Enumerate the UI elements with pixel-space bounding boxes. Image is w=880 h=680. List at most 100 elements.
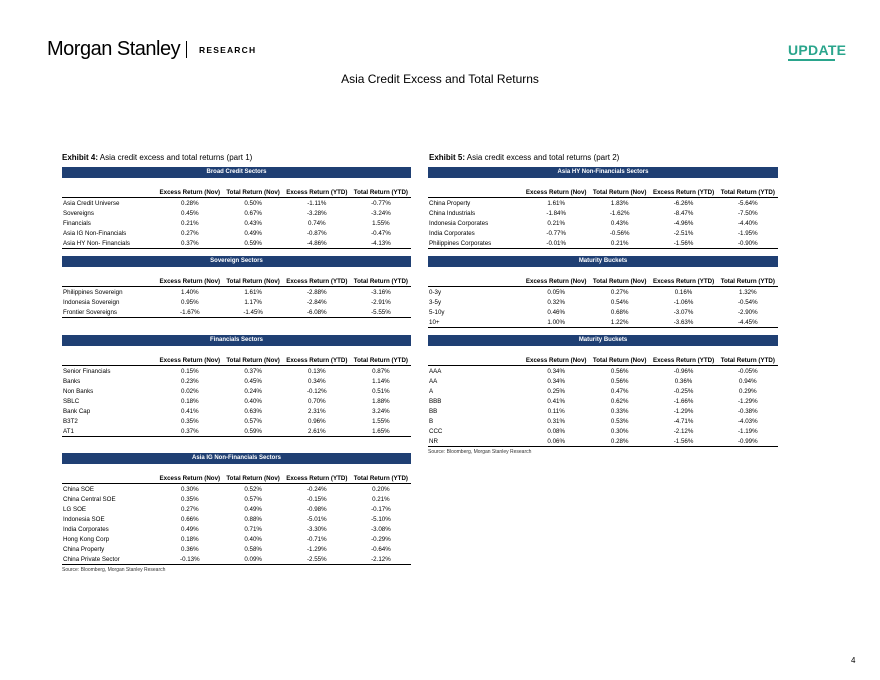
- value-cell: 0.21%: [351, 494, 411, 504]
- value-cell: 0.40%: [223, 534, 282, 544]
- row-label: BB: [428, 406, 523, 416]
- column-header: Excess Return (YTD): [283, 187, 351, 198]
- row-label: 5-10y: [428, 307, 523, 317]
- table-row: Philippines Corporates -0.01% 0.21% -1.56% -…: [428, 238, 778, 249]
- value-cell: 0.34%: [523, 376, 590, 386]
- value-cell: 0.87%: [351, 366, 411, 377]
- column-header-blank: [428, 355, 523, 366]
- table-ig-non-financials-sectors: Asia IG Non-Financials Sectors Excess Ret…: [62, 453, 411, 573]
- value-cell: 0.31%: [523, 416, 590, 426]
- column-header: Total Return (YTD): [351, 473, 411, 484]
- value-cell: -5.10%: [351, 514, 411, 524]
- exhibit-5-label: Exhibit 5:: [429, 153, 465, 162]
- table-row: China Property 1.61% 1.83% -6.26% -5.64%: [428, 198, 778, 209]
- column-header: Total Return (Nov): [590, 355, 650, 366]
- page-title: Asia Credit Excess and Total Returns: [0, 72, 880, 86]
- value-cell: -1.45%: [223, 307, 282, 318]
- value-cell: 0.57%: [223, 494, 282, 504]
- value-cell: 0.46%: [523, 307, 590, 317]
- row-label: India Corporates: [428, 228, 523, 238]
- value-cell: 0.16%: [649, 287, 717, 298]
- row-label: 0-3y: [428, 287, 523, 298]
- table-row: Asia Credit Universe 0.28% 0.50% -1.11% -0.7…: [62, 198, 411, 209]
- value-cell: 1.88%: [351, 396, 411, 406]
- value-cell: 0.43%: [223, 218, 282, 228]
- value-cell: -3.08%: [351, 524, 411, 534]
- row-label: B3T2: [62, 416, 156, 426]
- value-cell: -1.19%: [718, 426, 778, 436]
- table-row: BB 0.11% 0.33% -1.29% -0.38%: [428, 406, 778, 416]
- exhibit-5-title: Asia credit excess and total returns (pa…: [467, 153, 620, 162]
- page-number: 4: [851, 656, 855, 665]
- table-row: A 0.25% 0.47% -0.25% 0.29%: [428, 386, 778, 396]
- value-cell: 1.14%: [351, 376, 411, 386]
- value-cell: 3.24%: [351, 406, 411, 416]
- section-header: Asia HY Non-Financials Sectors: [428, 167, 778, 178]
- value-cell: 1.17%: [223, 297, 282, 307]
- value-cell: 0.09%: [223, 554, 282, 565]
- table-row: China Industrials -1.84% -1.62% -8.47% -7.50…: [428, 208, 778, 218]
- value-cell: -2.84%: [283, 297, 351, 307]
- value-cell: 0.53%: [590, 416, 650, 426]
- value-cell: -0.77%: [523, 228, 590, 238]
- value-cell: 0.35%: [156, 416, 223, 426]
- value-cell: -0.71%: [283, 534, 351, 544]
- value-cell: -3.16%: [351, 287, 411, 298]
- value-cell: 0.29%: [718, 386, 778, 396]
- table-row: NR 0.06% 0.28% -1.56% -0.99%: [428, 436, 778, 447]
- table-row: SBLC 0.18% 0.40% 0.70% 1.88%: [62, 396, 411, 406]
- column-header: Excess Return (Nov): [523, 187, 590, 198]
- table-row: AT1 0.37% 0.59% 2.61% 1.65%: [62, 426, 411, 437]
- value-cell: 0.40%: [223, 396, 282, 406]
- value-cell: 1.61%: [523, 198, 590, 209]
- value-cell: 0.37%: [156, 238, 223, 249]
- value-cell: 0.37%: [156, 426, 223, 437]
- value-cell: 1.61%: [223, 287, 282, 298]
- table-row: Financials 0.21% 0.43% 0.74% 1.55%: [62, 218, 411, 228]
- value-cell: 0.43%: [590, 218, 650, 228]
- value-cell: 1.32%: [718, 287, 778, 298]
- section-header: Maturity Buckets: [428, 335, 778, 346]
- column-header: Excess Return (YTD): [283, 276, 351, 287]
- value-cell: -0.24%: [283, 484, 351, 495]
- table-row: AA 0.34% 0.56% 0.36% 0.94%: [428, 376, 778, 386]
- column-header: Excess Return (Nov): [156, 355, 223, 366]
- value-cell: 0.49%: [156, 524, 223, 534]
- table-row: Frontier Sovereigns -1.67% -1.45% -6.08% -5.…: [62, 307, 411, 318]
- value-cell: -0.77%: [351, 198, 411, 209]
- value-cell: 1.83%: [590, 198, 650, 209]
- value-cell: 0.58%: [223, 544, 282, 554]
- value-cell: 0.54%: [590, 297, 650, 307]
- value-cell: -6.26%: [649, 198, 717, 209]
- value-cell: -0.47%: [351, 228, 411, 238]
- value-cell: -0.01%: [523, 238, 590, 249]
- row-label: AA: [428, 376, 523, 386]
- value-cell: -1.66%: [649, 396, 717, 406]
- value-cell: -3.07%: [649, 307, 717, 317]
- value-cell: -0.38%: [718, 406, 778, 416]
- column-header: Excess Return (Nov): [156, 276, 223, 287]
- column-header: Excess Return (Nov): [523, 276, 590, 287]
- column-header: Excess Return (YTD): [649, 355, 717, 366]
- value-cell: 0.06%: [523, 436, 590, 447]
- value-cell: -0.96%: [649, 366, 717, 377]
- value-cell: 0.25%: [523, 386, 590, 396]
- table-row: Asia HY Non- Financials 0.37% 0.59% -4.86% -…: [62, 238, 411, 249]
- value-cell: 1.65%: [351, 426, 411, 437]
- column-header: Total Return (Nov): [223, 473, 282, 484]
- value-cell: 0.36%: [156, 544, 223, 554]
- value-cell: 0.32%: [523, 297, 590, 307]
- table-row: 3-5y 0.32% 0.54% -1.06% -0.54%: [428, 297, 778, 307]
- row-label: BBB: [428, 396, 523, 406]
- table-sovereign-sectors: Sovereign Sectors Excess Return (Nov) Tota…: [62, 256, 411, 318]
- column-header: Total Return (YTD): [718, 276, 778, 287]
- value-cell: -2.90%: [718, 307, 778, 317]
- value-cell: 0.18%: [156, 396, 223, 406]
- returns-table: Excess Return (Nov) Total Return (Nov) Exc…: [428, 276, 778, 328]
- column-header: Total Return (Nov): [223, 276, 282, 287]
- row-label: India Corporates: [62, 524, 156, 534]
- value-cell: -0.90%: [718, 238, 778, 249]
- value-cell: 0.37%: [223, 366, 282, 377]
- value-cell: 0.41%: [523, 396, 590, 406]
- table-row: Bank Cap 0.41% 0.63% 2.31% 3.24%: [62, 406, 411, 416]
